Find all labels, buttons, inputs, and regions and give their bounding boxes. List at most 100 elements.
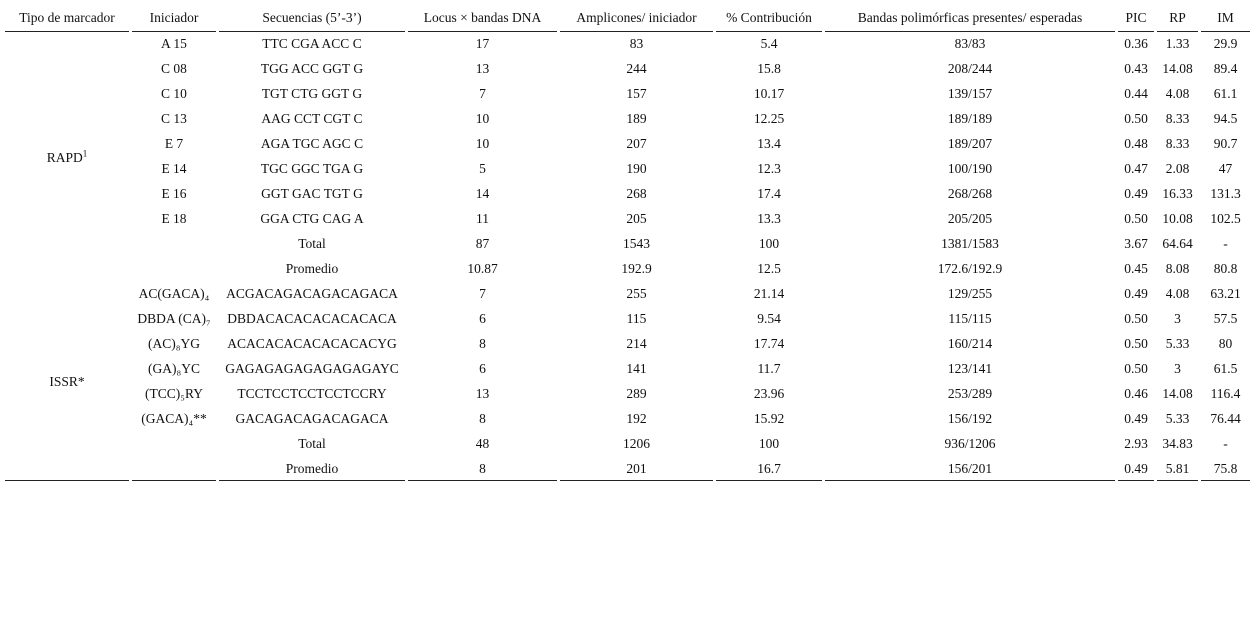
- rule: [219, 480, 405, 481]
- primer: C 10: [161, 86, 187, 101]
- cell: 131.3: [1210, 186, 1241, 201]
- cell: 15.8: [757, 61, 781, 76]
- cell: 12.3: [757, 161, 781, 176]
- cell: 1381/1583: [941, 236, 999, 251]
- cell: 10: [475, 111, 490, 126]
- cell: 9.54: [757, 311, 781, 326]
- rule: [5, 480, 129, 481]
- cell: 75.8: [1213, 461, 1238, 476]
- cell: 10.08: [1162, 211, 1193, 226]
- cell: 83: [629, 36, 644, 51]
- cell: 0.46: [1124, 386, 1148, 401]
- cell: 207: [626, 136, 647, 151]
- sequence: TGC GGC TGA G: [260, 161, 364, 176]
- cell: 61.1: [1213, 86, 1238, 101]
- sequence: AGA TGC AGC C: [260, 136, 364, 151]
- cell: 139/157: [947, 86, 993, 101]
- row-label: Promedio: [285, 461, 339, 476]
- cell: 16.33: [1162, 186, 1193, 201]
- rule: [5, 31, 129, 32]
- rule: [560, 480, 713, 481]
- cell: 5.33: [1165, 336, 1190, 351]
- cell: 10: [475, 136, 490, 151]
- cell: 192: [626, 411, 647, 426]
- row-label: Promedio: [285, 261, 339, 276]
- primer: DBDA (CA)₇: [137, 311, 211, 326]
- primer: (TCC)₅RY: [145, 386, 203, 401]
- cell: 100: [758, 236, 780, 251]
- cell: 87: [475, 236, 490, 251]
- cell: 0.47: [1124, 161, 1148, 176]
- cell: 7: [479, 286, 486, 301]
- cell: 63.21: [1210, 286, 1241, 301]
- header-cell: Tipo de marcador: [19, 10, 115, 25]
- cell: 0.50: [1124, 311, 1148, 326]
- cell: 61.5: [1213, 361, 1238, 376]
- cell: 289: [626, 386, 647, 401]
- primer: E 16: [161, 186, 187, 201]
- cell: 190: [626, 161, 647, 176]
- cell: 936/1206: [944, 436, 996, 451]
- cell: 0.48: [1124, 136, 1148, 151]
- cell: 8: [479, 336, 486, 351]
- cell: 5.33: [1165, 411, 1190, 426]
- cell: 100: [758, 436, 780, 451]
- rule: [1157, 31, 1198, 32]
- cell: 5.4: [760, 36, 778, 51]
- cell: 0.49: [1124, 186, 1148, 201]
- cell: 17.4: [757, 186, 781, 201]
- primer: C 08: [161, 61, 187, 76]
- cell: 201: [626, 461, 647, 476]
- rule: [132, 31, 216, 32]
- cell: 83/83: [954, 36, 986, 51]
- cell: 90.7: [1213, 136, 1238, 151]
- cell: 14.08: [1162, 61, 1193, 76]
- cell: 80.8: [1213, 261, 1238, 276]
- cell: 0.49: [1124, 461, 1148, 476]
- header-cell: IM: [1217, 10, 1234, 25]
- rule: [716, 480, 822, 481]
- cell: 17: [475, 36, 490, 51]
- cell: 11.7: [757, 361, 781, 376]
- cell: 255: [626, 286, 647, 301]
- cell: 0.43: [1124, 61, 1148, 76]
- cell: 189/189: [947, 111, 993, 126]
- cell: 0.44: [1124, 86, 1148, 101]
- cell: 4.08: [1165, 86, 1190, 101]
- cell: 141: [626, 361, 647, 376]
- cell: 0.50: [1124, 111, 1148, 126]
- rule: [825, 480, 1115, 481]
- rule: [1118, 480, 1154, 481]
- cell: 2.08: [1165, 161, 1190, 176]
- cell: 8.33: [1165, 111, 1190, 126]
- primer: (GA)₈YC: [148, 361, 200, 376]
- cell: 3: [1174, 311, 1181, 326]
- rule: [132, 480, 216, 481]
- primer: A 15: [161, 36, 187, 51]
- cell: 268/268: [947, 186, 993, 201]
- cell: 0.36: [1124, 36, 1148, 51]
- rule: [560, 31, 713, 32]
- sequence: AAG CCT CGT C: [261, 111, 363, 126]
- cell: 6: [479, 361, 486, 376]
- primer: E 14: [161, 161, 187, 176]
- rule: [408, 480, 557, 481]
- cell: 1543: [623, 236, 650, 251]
- cell: 29.9: [1213, 36, 1238, 51]
- cell: 172.6/192.9: [937, 261, 1003, 276]
- cell: 34.83: [1162, 436, 1193, 451]
- header-cell: Bandas polimórficas presentes/ esperadas: [857, 10, 1083, 25]
- cell: 3: [1174, 361, 1181, 376]
- cell: 3.67: [1124, 236, 1148, 251]
- cell: 115/115: [948, 311, 992, 326]
- cell: 10.87: [467, 261, 498, 276]
- cell: 189: [626, 111, 647, 126]
- marker-type: RAPD1: [46, 147, 88, 165]
- cell: 102.5: [1210, 211, 1241, 226]
- row-label: Total: [298, 236, 326, 251]
- cell: 13.3: [757, 211, 781, 226]
- header-cell: Locus × bandas DNA: [423, 10, 542, 25]
- cell: 15.92: [753, 411, 785, 426]
- cell: 57.5: [1213, 311, 1238, 326]
